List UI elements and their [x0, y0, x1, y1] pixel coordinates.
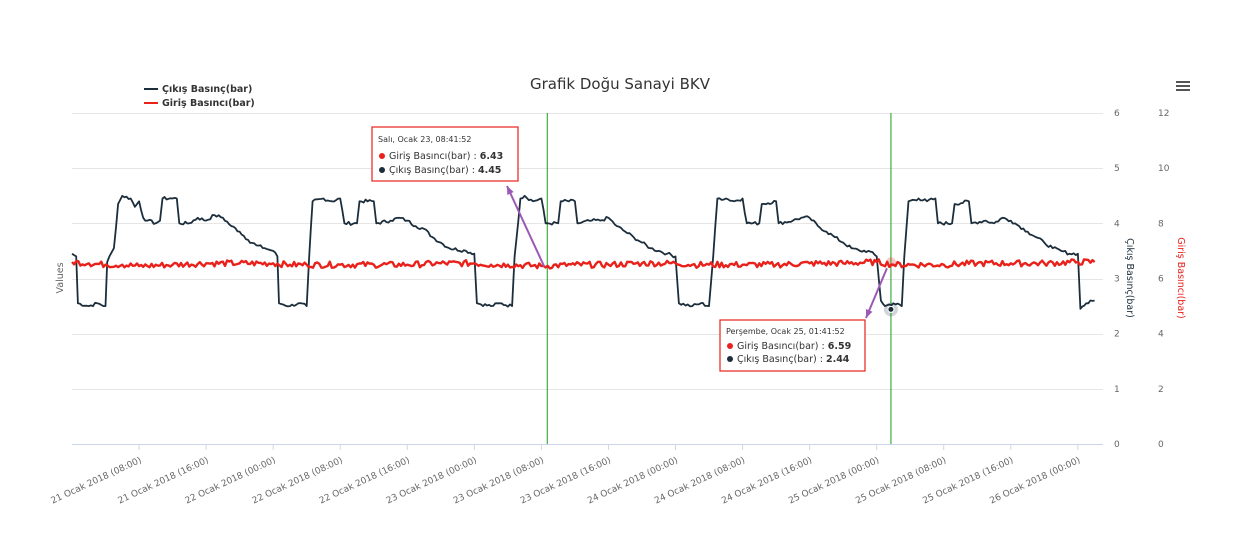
legend-label-cikis: Çıkış Basınç(bar) [162, 84, 252, 95]
y-tick-label-cikis: 0 [1114, 440, 1120, 450]
y-tick-label-giris: 12 [1158, 109, 1169, 119]
tooltip-2-header: Perşembe, Ocak 25, 01:41:52 [726, 327, 845, 336]
legend-item-giris[interactable]: Giriş Basıncı(bar) [144, 98, 255, 109]
hover-marker-cikis [887, 305, 895, 313]
y-tick-label-giris: 10 [1158, 164, 1170, 174]
tooltip-2-row-giris: Giriş Basıncı(bar) : 6.59 [737, 341, 851, 352]
y-tick-label-giris: 2 [1158, 385, 1164, 395]
y-tick-label-cikis: 4 [1114, 219, 1120, 229]
tooltip-1-header: Salı, Ocak 23, 08:41:52 [378, 135, 471, 144]
annotation-arrow-1-shaft [506, 185, 546, 268]
tooltip-2-dot-cikis [727, 356, 733, 362]
series-group [71, 194, 1096, 310]
legend: Çıkış Basınç(bar) Giriş Basıncı(bar) [144, 84, 255, 109]
tooltips: Salı, Ocak 23, 08:41:52 Giriş Basıncı(ba… [371, 126, 866, 372]
tooltip-1-row-giris: Giriş Basıncı(bar) : 6.43 [389, 151, 503, 162]
legend-item-cikis[interactable]: Çıkış Basınç(bar) [144, 84, 252, 95]
y-tick-label-giris: 0 [1158, 440, 1164, 450]
tooltip-1-dot-giris [379, 153, 385, 159]
tooltip-2-row-cikis: Çıkış Basınç(bar) : 2.44 [737, 354, 850, 365]
hamburger-menu-icon[interactable] [1176, 81, 1190, 91]
tooltip-1-dot-cikis [379, 167, 385, 173]
y-tick-label-cikis: 3 [1114, 275, 1120, 285]
y-tick-label-giris: 6 [1158, 275, 1164, 285]
tooltip-1-row-cikis: Çıkış Basınç(bar) : 4.45 [389, 165, 501, 176]
annotation-arrow-2-shaft [865, 267, 888, 319]
annotations [506, 185, 898, 319]
y-tick-label-cikis: 2 [1114, 330, 1120, 340]
series-line-cikis [71, 194, 1095, 310]
gridlines [72, 113, 1103, 390]
legend-label-giris: Giriş Basıncı(bar) [162, 98, 255, 109]
tooltip-2: Perşembe, Ocak 25, 01:41:52 Giriş Basınc… [719, 319, 866, 372]
tooltip-1: Salı, Ocak 23, 08:41:52 Giriş Basıncı(ba… [371, 126, 519, 182]
y-axis-title-left: Values [55, 262, 66, 293]
y-tick-label-cikis: 5 [1114, 164, 1120, 174]
crosshairs [546, 113, 892, 444]
y-tick-label-giris: 8 [1158, 219, 1164, 229]
y-axis-title-giris: Giriş Basıncı(bar) [1175, 237, 1186, 319]
x-tick-labels: 21 Ocak 2018 (08:00)21 Ocak 2018 (16:00)… [50, 444, 1082, 506]
annotation-arrow-1-head [507, 186, 514, 195]
y-tick-label-cikis: 6 [1114, 109, 1120, 119]
chart-title: Grafik Doğu Sanayi BKV [530, 75, 711, 93]
y-tick-label-giris: 4 [1158, 330, 1164, 340]
tooltip-1-box [371, 126, 519, 182]
annotation-arrow-2-head [865, 309, 873, 318]
tooltip-2-box [719, 319, 866, 372]
y-axis-title-cikis: Çıkış Basınç(bar) [1124, 238, 1135, 318]
tooltip-2-dot-giris [727, 343, 733, 349]
hover-halo-giris [885, 257, 896, 268]
y-tick-label-cikis: 1 [1114, 385, 1120, 395]
series-line-giris [71, 258, 1096, 270]
